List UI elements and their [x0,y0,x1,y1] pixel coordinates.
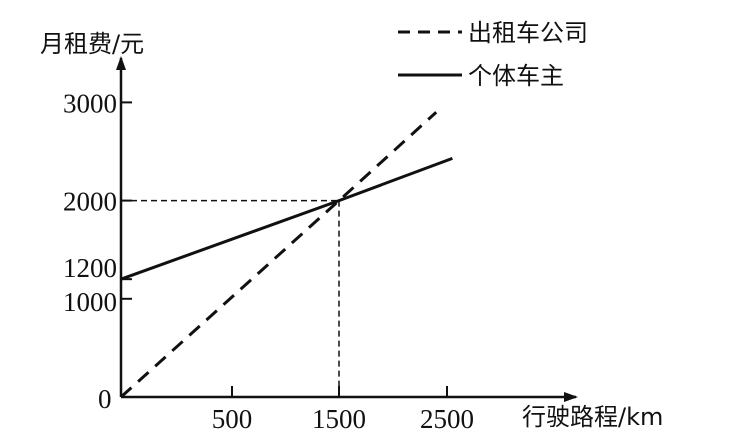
y-tick-label-3000: 3000 [63,88,117,118]
x-tick-label-1500: 1500 [312,404,366,434]
legend: 出租车公司 个体车主 [398,19,588,90]
origin-label: 0 [98,384,112,414]
y-tick-label-1200: 1200 [63,253,117,283]
series-line-1 [120,156,453,281]
x-tick-label-2500: 2500 [420,404,474,434]
legend-label-0: 出租车公司 [468,19,588,47]
y-axis-label: 月租费/元 [40,30,144,58]
legend-label-1: 个体车主 [468,62,564,90]
y-tick-label-2000: 2000 [63,187,117,217]
x-tick-label-500: 500 [212,404,253,434]
x-axis-label: 行驶路程/km [522,403,663,431]
y-tick-label-1000: 1000 [63,287,117,317]
series-line-0 [119,111,438,399]
